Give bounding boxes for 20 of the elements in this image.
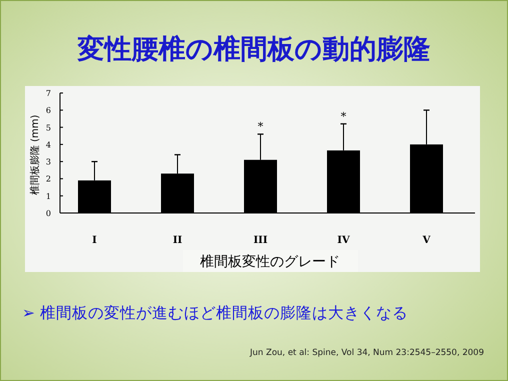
x-tick-label: V: [422, 235, 431, 246]
text: Jun Zou, et al: Spine, Vol 34, Num 23:2545–2550, 2009: [249, 348, 484, 358]
annotation: *: [258, 120, 264, 134]
x-axis-title: 椎間板変性のグレード: [200, 254, 340, 270]
y-axis-title: 椎間板膨隆 (mm): [29, 114, 41, 196]
y-tick-label: 2: [46, 174, 51, 184]
chart-title: 変性腰椎の椎間板の動的膨隆: [76, 34, 430, 65]
text: ➢ 椎間板の変性が進むほど椎間板の膨隆は大きくなる: [22, 304, 408, 322]
y-tick-label: 0: [46, 209, 51, 218]
y-tick-label: 7: [46, 89, 51, 98]
annotation: *: [340, 110, 347, 123]
x-tick-label: IV: [337, 235, 350, 246]
y-tick-label: 3: [46, 158, 51, 167]
x-tick-label: III: [253, 235, 268, 246]
y-tick-label: 5: [46, 123, 51, 132]
x-tick-label: II: [172, 235, 182, 246]
x-tick-label: I: [92, 235, 98, 246]
y-tick-label: 1: [46, 192, 51, 201]
y-tick-label: 4: [46, 140, 51, 150]
y-tick-label: 6: [46, 106, 51, 116]
